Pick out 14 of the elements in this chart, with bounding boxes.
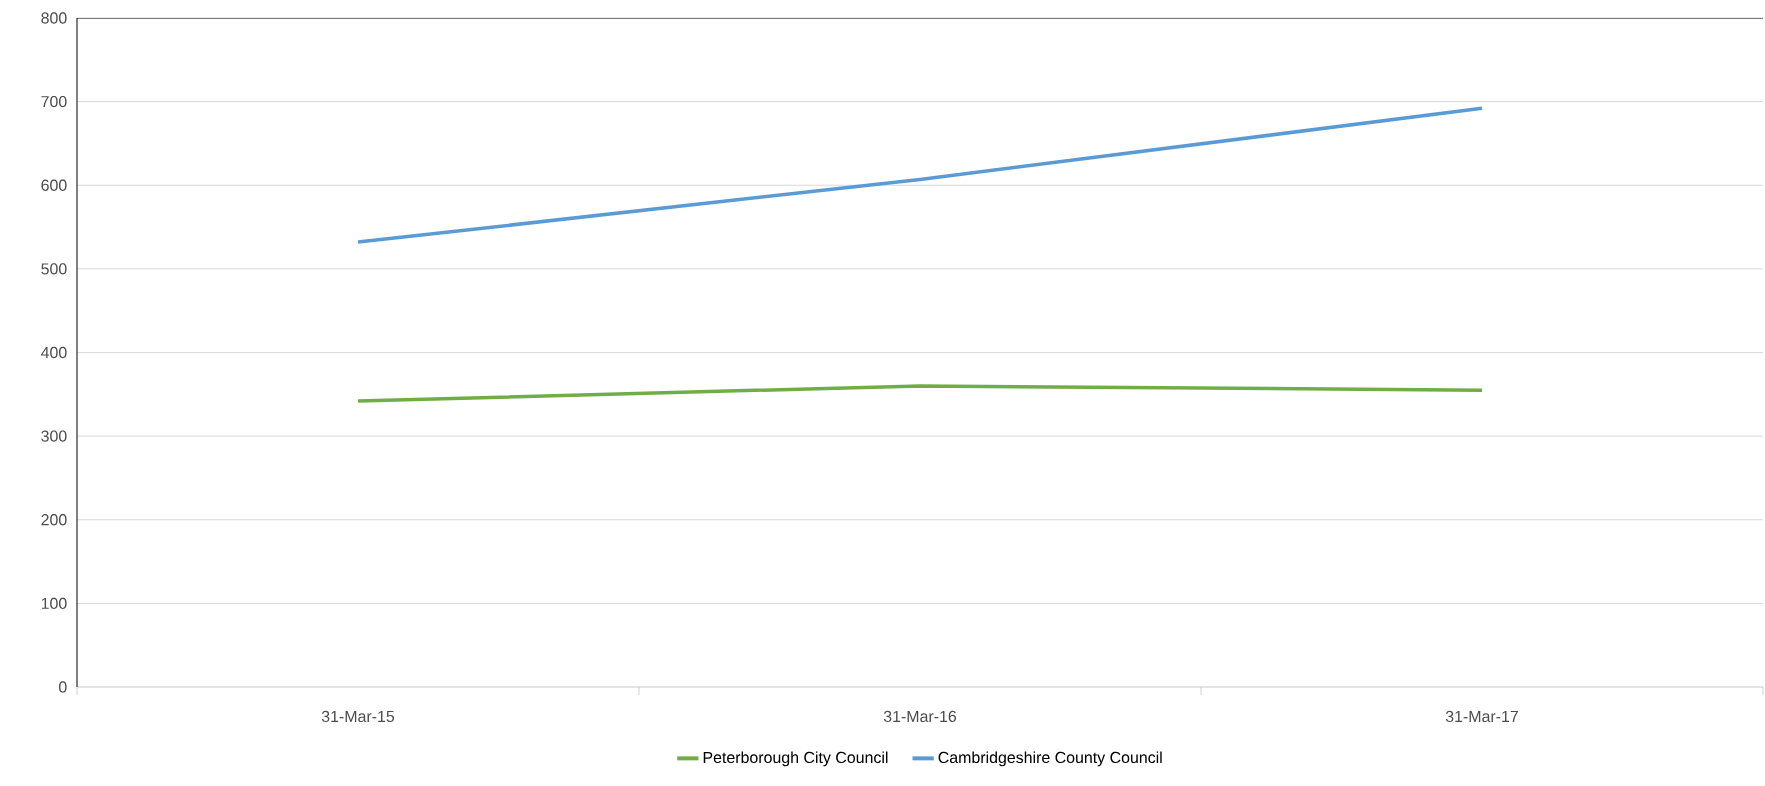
y-tick-label: 400 [41,346,67,359]
x-tick-label: 31-Mar-16 [883,710,957,723]
legend-label: Peterborough City Council [703,751,888,767]
y-tick-label: 200 [41,514,67,526]
y-tick-label: 0 [59,681,67,693]
legend-label: Cambridgeshire County Council [938,751,1162,767]
y-tick-label: 500 [41,263,67,275]
x-tick-label: 31-Mar-17 [1445,710,1518,723]
y-tick-label: 600 [41,179,67,191]
y-tick-label: 100 [41,597,67,610]
x-tick-label: 31-Mar-15 [321,710,395,723]
y-tick-label: 700 [41,95,67,108]
y-tick-label: 300 [41,430,67,442]
y-tick-label: 800 [41,12,67,24]
